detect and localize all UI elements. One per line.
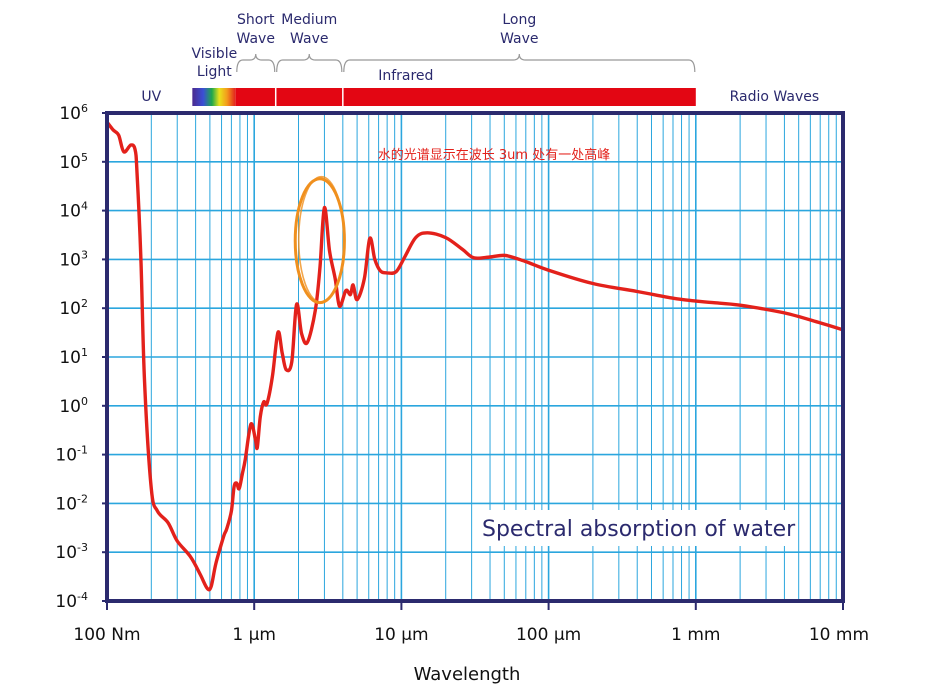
y-tick-label: 100 — [59, 395, 88, 417]
band-label-visible: Light — [197, 64, 232, 80]
y-tick-label: 10-2 — [55, 492, 88, 514]
x-tick-label: 100 μm — [516, 625, 581, 645]
x-tick-label: 1 μm — [232, 625, 276, 645]
chart-title: Spectral absorption of water — [482, 517, 796, 542]
y-tick-label: 103 — [59, 248, 88, 270]
ir-subband-label: Long — [502, 12, 536, 28]
ir-subband-brace — [343, 53, 696, 73]
y-tick-label: 101 — [59, 346, 88, 368]
x-tick-label: 10 μm — [374, 625, 428, 645]
band-label-infrared: Infrared — [378, 68, 433, 84]
y-tick-label: 106 — [59, 102, 88, 124]
ir-subband-label: Medium — [281, 12, 337, 28]
x-axis-ticks: 100 Nm 1 μm 10 μm 100 μm 1 mm 10 mm — [73, 601, 869, 645]
y-tick-label: 104 — [59, 200, 88, 222]
absorption-curve — [105, 120, 845, 592]
band-label-visible: Visible — [191, 46, 237, 62]
ir-subband-label: Wave — [500, 31, 538, 47]
peak-highlight-ellipse — [293, 175, 346, 305]
y-tick-label: 10-1 — [55, 444, 88, 466]
band-infrared — [235, 88, 696, 106]
plot-frame — [105, 111, 845, 603]
ir-subband-label: Short — [237, 12, 275, 28]
y-tick-label: 10-4 — [55, 590, 88, 612]
band-label-radio: Radio Waves — [730, 89, 820, 105]
y-tick-label: 102 — [59, 297, 88, 319]
spectrum-band-bar: UV Visible Light Infrared Radio Waves — [141, 46, 819, 106]
ir-subband-label: Wave — [290, 31, 328, 47]
ir-subband-brace — [276, 53, 343, 73]
title-backdrop — [474, 510, 798, 546]
x-tick-label: 1 mm — [671, 625, 720, 645]
y-tick-label: 10-3 — [55, 541, 88, 563]
highlight-ellipse — [297, 175, 345, 304]
ir-subband-brace — [236, 53, 276, 73]
y-tick-label: 105 — [59, 151, 88, 173]
x-tick-label: 10 mm — [809, 625, 869, 645]
band-visible — [192, 88, 236, 106]
x-tick-label: 100 Nm — [73, 625, 140, 645]
x-axis-label: Wavelength — [414, 664, 521, 685]
peak-annotation: 水的光谱显示在波长 3um 处有一处高峰 — [378, 147, 610, 163]
ir-subband-label: Wave — [237, 31, 275, 47]
band-label-uv: UV — [141, 89, 161, 105]
ir-subband-braces: Short Wave Medium Wave Long Wave — [236, 12, 696, 73]
y-axis-ticks: 106 105 104 103 102 101 100 10-1 10-2 10-3 10-4 — [55, 102, 107, 612]
